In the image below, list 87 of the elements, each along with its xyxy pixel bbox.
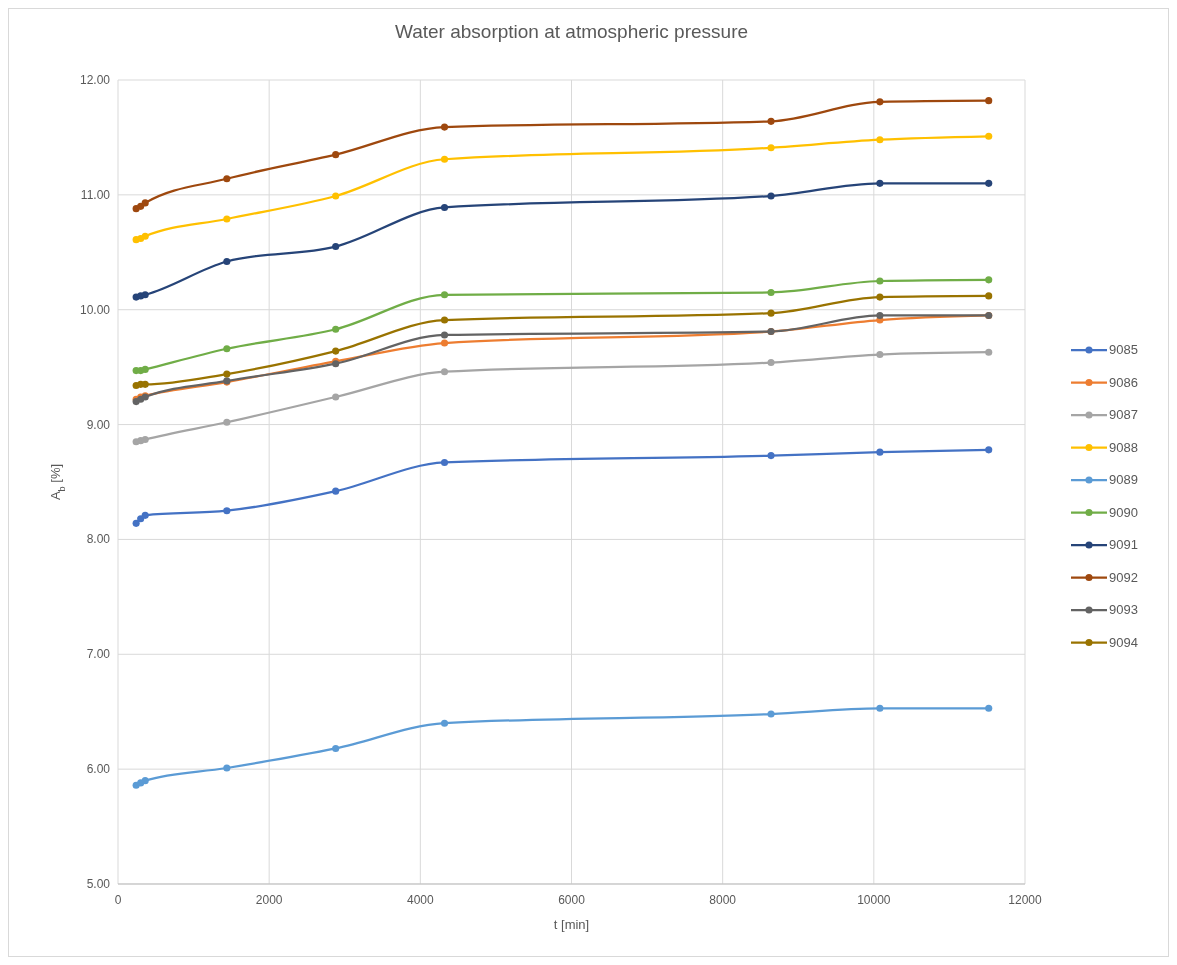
point — [332, 151, 340, 159]
point — [141, 232, 149, 240]
point — [440, 339, 449, 347]
point — [767, 710, 775, 718]
point — [440, 203, 449, 212]
x-tick-label: 8000 — [709, 893, 737, 907]
point — [985, 704, 993, 712]
point — [876, 98, 884, 106]
point — [767, 358, 775, 367]
point — [767, 452, 775, 460]
y-tick-label: 8.00 — [86, 532, 111, 547]
point — [332, 393, 340, 401]
point — [223, 345, 231, 353]
point — [332, 744, 340, 753]
x-tick-label: 4000 — [406, 893, 434, 907]
x-tick-label: 0 — [114, 893, 122, 907]
point — [440, 458, 449, 467]
point — [985, 292, 993, 300]
point — [141, 777, 149, 785]
point — [141, 435, 149, 444]
point — [223, 507, 231, 515]
point — [440, 291, 449, 299]
point — [876, 350, 884, 359]
chart-title: Water absorption at atmospheric pressure — [394, 21, 749, 42]
y-tick-label: 7.00 — [86, 647, 111, 662]
y-tick-label: 6.00 — [86, 762, 111, 777]
legend-label: 9092 — [1109, 569, 1138, 585]
point — [141, 199, 149, 207]
point — [876, 293, 884, 301]
legend-label: 9085 — [1109, 342, 1138, 357]
point — [876, 277, 884, 285]
point — [223, 370, 231, 378]
x-tick-label: 2000 — [255, 893, 283, 907]
legend-label: 9094 — [1109, 634, 1138, 650]
point — [332, 242, 340, 251]
y-tick-label: 11.00 — [80, 187, 111, 202]
point — [223, 215, 231, 223]
point — [876, 179, 884, 187]
point — [440, 368, 449, 376]
point — [985, 179, 993, 187]
point — [985, 132, 993, 140]
y-tick-label: 10.00 — [79, 302, 111, 317]
point — [141, 291, 149, 299]
y-tick-label: 9.00 — [86, 417, 111, 432]
point — [332, 325, 340, 333]
point — [876, 311, 884, 320]
point — [440, 331, 449, 339]
point — [223, 175, 231, 183]
x-tick-label: 12000 — [1008, 893, 1043, 907]
point — [223, 257, 231, 266]
legend-label: 9093 — [1109, 602, 1138, 617]
point — [985, 276, 993, 284]
point — [440, 123, 449, 131]
legend-label: 9089 — [1109, 472, 1138, 487]
legend-label: 9088 — [1109, 439, 1138, 455]
y-tick-label: 12.00 — [79, 73, 111, 87]
legend-label: 9091 — [1109, 537, 1138, 552]
point — [332, 347, 340, 355]
point — [141, 511, 149, 519]
point — [767, 192, 775, 200]
x-tick-label: 6000 — [558, 893, 586, 907]
legend-label: 9086 — [1109, 374, 1138, 390]
point — [141, 365, 149, 373]
point — [223, 764, 231, 772]
point — [440, 316, 449, 324]
point — [985, 97, 993, 105]
point — [440, 155, 449, 163]
point — [876, 448, 884, 456]
point — [141, 380, 149, 388]
point — [985, 446, 993, 454]
y-tick-label: 5.00 — [86, 877, 111, 891]
point — [440, 719, 449, 727]
x-axis-title: t [min] — [553, 917, 590, 932]
point — [767, 117, 775, 125]
point — [332, 487, 340, 495]
legend-label: 9087 — [1109, 407, 1138, 422]
legend-label: 9090 — [1109, 504, 1138, 520]
point — [985, 348, 993, 356]
x-tick-label: 10000 — [857, 893, 891, 907]
point — [767, 288, 775, 297]
point — [223, 418, 231, 426]
point — [876, 704, 884, 712]
point — [332, 192, 340, 200]
point — [132, 519, 140, 527]
point — [876, 136, 884, 144]
point — [767, 144, 775, 152]
point — [767, 309, 775, 317]
